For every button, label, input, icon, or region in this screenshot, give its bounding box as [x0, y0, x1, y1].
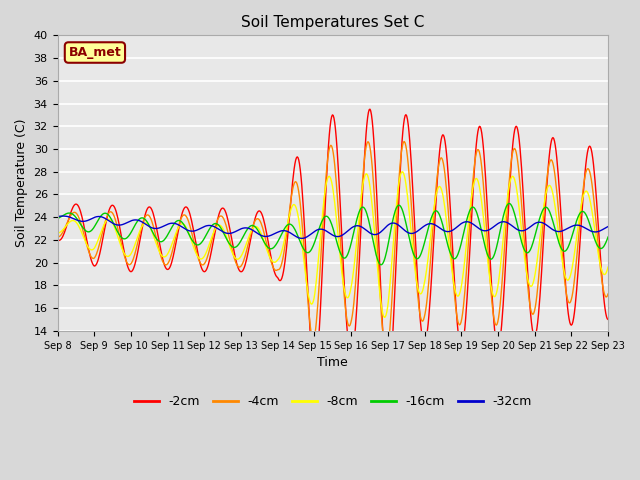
X-axis label: Time: Time — [317, 356, 348, 369]
Legend: -2cm, -4cm, -8cm, -16cm, -32cm: -2cm, -4cm, -8cm, -16cm, -32cm — [129, 390, 537, 413]
Y-axis label: Soil Temperature (C): Soil Temperature (C) — [15, 119, 28, 247]
Text: BA_met: BA_met — [68, 46, 122, 59]
Title: Soil Temperatures Set C: Soil Temperatures Set C — [241, 15, 424, 30]
